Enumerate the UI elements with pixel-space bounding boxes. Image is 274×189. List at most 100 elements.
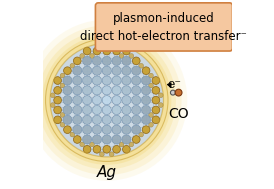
Circle shape (149, 112, 153, 117)
Circle shape (82, 56, 92, 65)
Circle shape (152, 116, 160, 124)
Circle shape (142, 67, 150, 74)
Circle shape (112, 105, 121, 115)
Circle shape (112, 56, 121, 65)
Circle shape (99, 63, 104, 68)
Circle shape (82, 135, 92, 144)
Circle shape (50, 93, 55, 98)
Circle shape (102, 96, 111, 105)
Circle shape (73, 125, 82, 134)
Circle shape (132, 86, 141, 95)
Circle shape (158, 103, 163, 108)
Circle shape (139, 122, 144, 127)
Circle shape (152, 106, 160, 114)
Circle shape (119, 83, 124, 88)
Circle shape (142, 86, 151, 95)
Circle shape (129, 73, 134, 78)
Circle shape (122, 105, 131, 115)
Circle shape (99, 112, 104, 118)
Circle shape (158, 93, 163, 98)
Circle shape (109, 142, 114, 147)
Circle shape (119, 73, 124, 78)
Circle shape (113, 146, 121, 153)
Circle shape (92, 105, 101, 115)
Circle shape (112, 66, 121, 75)
Circle shape (170, 90, 175, 95)
Circle shape (122, 47, 130, 55)
Circle shape (132, 76, 141, 85)
Circle shape (119, 53, 124, 58)
Circle shape (122, 56, 131, 65)
Circle shape (79, 102, 85, 108)
Circle shape (54, 106, 61, 114)
Circle shape (99, 83, 104, 88)
Circle shape (119, 142, 124, 147)
Circle shape (102, 115, 111, 124)
Circle shape (122, 115, 131, 124)
Circle shape (132, 96, 141, 105)
Circle shape (109, 53, 114, 59)
Circle shape (70, 93, 75, 98)
Circle shape (64, 126, 71, 133)
Circle shape (139, 93, 144, 98)
Circle shape (50, 103, 55, 108)
Circle shape (102, 86, 111, 95)
Circle shape (63, 115, 72, 124)
Circle shape (132, 57, 140, 65)
Circle shape (139, 102, 144, 108)
Circle shape (109, 152, 114, 157)
Circle shape (148, 93, 154, 98)
Circle shape (129, 102, 134, 108)
Circle shape (92, 96, 101, 105)
Circle shape (142, 76, 151, 85)
Circle shape (112, 76, 121, 85)
Circle shape (60, 83, 65, 88)
Circle shape (60, 112, 65, 117)
Circle shape (89, 102, 95, 108)
Circle shape (70, 83, 75, 88)
Circle shape (102, 56, 111, 65)
Circle shape (54, 116, 61, 124)
Circle shape (132, 66, 141, 75)
Circle shape (99, 122, 104, 127)
Circle shape (129, 142, 134, 147)
Circle shape (109, 112, 114, 118)
Circle shape (79, 93, 85, 98)
Circle shape (92, 56, 101, 65)
Circle shape (60, 122, 65, 127)
Circle shape (129, 122, 134, 127)
Circle shape (73, 136, 81, 143)
Circle shape (26, 20, 187, 181)
Circle shape (109, 63, 114, 68)
Circle shape (148, 102, 154, 108)
Circle shape (119, 63, 124, 68)
Circle shape (119, 122, 124, 127)
Circle shape (142, 115, 151, 124)
Circle shape (139, 132, 144, 137)
Text: CO: CO (168, 107, 189, 121)
Circle shape (119, 132, 124, 137)
Circle shape (63, 105, 72, 115)
Circle shape (82, 76, 92, 85)
Circle shape (54, 77, 61, 84)
Circle shape (102, 76, 111, 85)
Circle shape (122, 96, 131, 105)
Text: Ag: Ag (97, 165, 117, 180)
Circle shape (109, 93, 114, 98)
Circle shape (112, 96, 121, 105)
Circle shape (70, 63, 75, 68)
Circle shape (92, 66, 101, 75)
Circle shape (99, 142, 104, 147)
Circle shape (103, 47, 111, 55)
Circle shape (103, 146, 111, 153)
Circle shape (54, 96, 61, 104)
Circle shape (109, 73, 114, 78)
Circle shape (149, 122, 153, 127)
Circle shape (63, 76, 72, 85)
Circle shape (89, 63, 95, 68)
Circle shape (93, 47, 101, 55)
Circle shape (152, 96, 160, 104)
Circle shape (79, 73, 85, 78)
Circle shape (102, 135, 111, 144)
Circle shape (79, 83, 85, 88)
